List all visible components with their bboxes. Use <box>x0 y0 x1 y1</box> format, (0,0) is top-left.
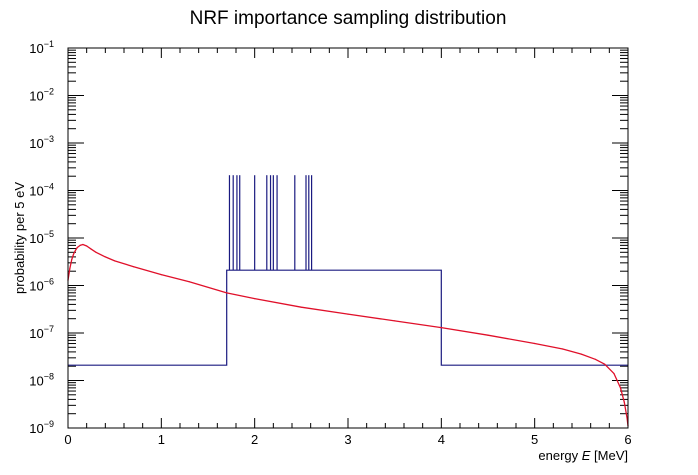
continuum-point <box>604 363 606 365</box>
series-layer <box>67 175 629 427</box>
chart-title: NRF importance sampling distribution <box>190 8 507 29</box>
y-tick-label: 10−1 <box>29 39 54 56</box>
y-tick-base: 10 <box>29 231 43 246</box>
continuum-point <box>300 306 302 308</box>
y-tick-base: 10 <box>29 374 43 389</box>
continuum-point <box>394 320 396 322</box>
x-tick-label: 0 <box>64 432 71 447</box>
continuum-point <box>86 245 88 247</box>
x-axis-label: energy E [MeV] <box>538 448 628 463</box>
y-tick-exponent: −6 <box>44 277 54 287</box>
continuum-point <box>71 259 73 261</box>
y-tick-base: 10 <box>29 326 43 341</box>
continuum-point <box>580 353 582 355</box>
y-tick-exponent: −5 <box>44 229 54 239</box>
continuum-point <box>347 313 349 315</box>
x-axis-label-prefix: energy <box>538 448 581 463</box>
continuum-point <box>594 358 596 360</box>
y-tick-label: 10−5 <box>29 229 54 246</box>
y-tick-exponent: −2 <box>44 87 54 97</box>
x-tick-label: 4 <box>438 432 445 447</box>
y-tick-label: 10−8 <box>29 372 54 389</box>
y-tick-label: 10−9 <box>29 419 54 436</box>
y-tick-exponent: −7 <box>44 324 54 334</box>
axis-ticks: 0 1 2 3 4 5 610−910−810−710−610−510−410−310−21… <box>29 39 631 447</box>
y-tick-base: 10 <box>29 136 43 151</box>
y-tick-base: 10 <box>29 184 43 199</box>
y-tick-label: 10−7 <box>29 324 54 341</box>
y-tick-base: 10 <box>29 279 43 294</box>
y-tick-label: 10−2 <box>29 87 54 104</box>
x-axis-label-unit: [MeV] <box>590 448 628 463</box>
continuum-point <box>440 327 442 329</box>
continuum-point <box>619 387 622 389</box>
y-tick-exponent: −1 <box>44 39 54 49</box>
continuum-point <box>69 267 71 269</box>
continuum-point <box>160 274 162 276</box>
continuum-point <box>623 401 625 403</box>
y-tick-exponent: −4 <box>44 182 54 192</box>
continuum-point <box>104 256 106 258</box>
continuum-point <box>188 281 190 283</box>
continuum-point <box>254 298 256 300</box>
y-tick-base: 10 <box>29 89 43 104</box>
x-axis-label-var: E <box>582 448 591 463</box>
x-tick-label: 5 <box>531 432 538 447</box>
continuum-point <box>73 253 75 255</box>
importance-step-line <box>68 269 628 366</box>
continuum-point <box>90 248 92 250</box>
plot-frame <box>67 47 629 429</box>
continuum-point <box>74 249 77 251</box>
continuum-point <box>613 373 615 375</box>
y-tick-exponent: −9 <box>44 419 54 429</box>
continuum-point <box>76 246 78 249</box>
y-tick-base: 10 <box>29 41 43 56</box>
x-tick-label: 6 <box>624 432 631 447</box>
x-tick-label: 1 <box>158 432 165 447</box>
continuum-point <box>626 417 628 419</box>
y-tick-label: 10−6 <box>29 277 54 294</box>
continuum-point <box>114 260 116 262</box>
continuum-point <box>487 334 489 336</box>
continuum-point <box>132 266 134 268</box>
continuum-line <box>67 243 629 427</box>
continuum-point <box>95 251 97 253</box>
y-tick-exponent: −8 <box>44 372 54 382</box>
y-tick-base: 10 <box>29 421 43 436</box>
y-tick-label: 10−4 <box>29 182 54 199</box>
y-tick-exponent: −3 <box>44 134 54 144</box>
continuum-point <box>79 244 81 246</box>
y-axis-label: probability per 5 eV <box>12 182 27 294</box>
continuum-point <box>82 243 84 246</box>
continuum-point <box>226 292 228 294</box>
x-tick-label: 2 <box>251 432 258 447</box>
x-tick-label: 3 <box>344 432 351 447</box>
continuum-point <box>534 342 536 345</box>
continuum-point <box>562 348 564 350</box>
y-tick-label: 10−3 <box>29 134 54 151</box>
